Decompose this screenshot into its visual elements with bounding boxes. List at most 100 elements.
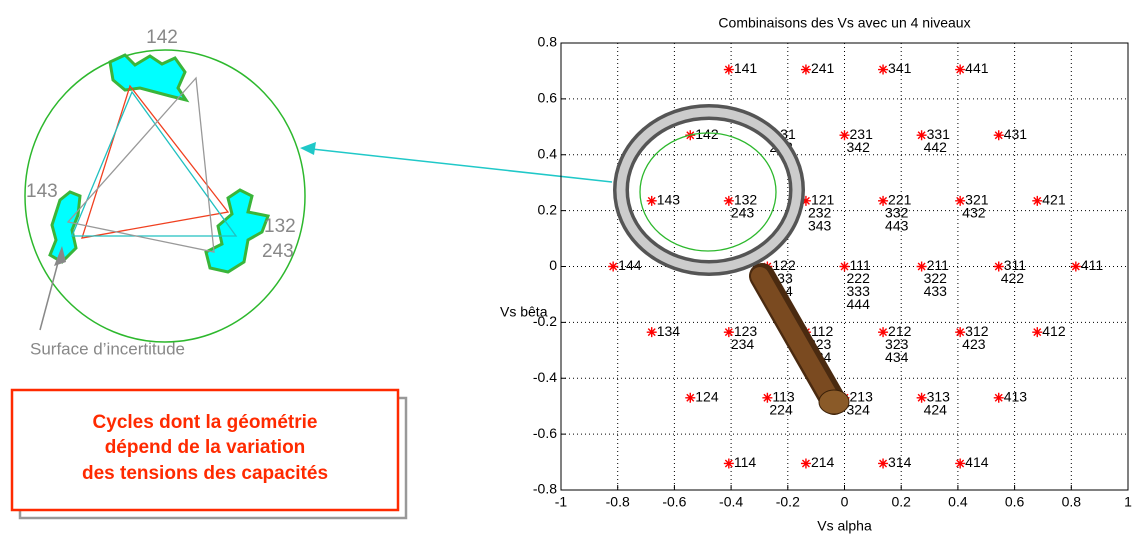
point-label: 411 bbox=[1081, 257, 1104, 273]
surface-label: Surface d’incertitude bbox=[30, 339, 185, 358]
point bbox=[723, 458, 734, 469]
point bbox=[1032, 195, 1043, 206]
point-label: 333 bbox=[847, 283, 871, 299]
x-tick-label: -0.8 bbox=[606, 494, 630, 510]
note-line: dépend de la variation bbox=[105, 437, 306, 458]
point-label: 134 bbox=[657, 323, 681, 339]
point-label: 332 bbox=[885, 205, 909, 221]
x-tick-label: 1 bbox=[1124, 494, 1132, 510]
point bbox=[878, 195, 889, 206]
point-label: 324 bbox=[847, 402, 871, 418]
point bbox=[762, 392, 773, 403]
point bbox=[800, 195, 811, 206]
point bbox=[723, 327, 734, 338]
point-label: 224 bbox=[769, 402, 793, 418]
point-label: 444 bbox=[847, 296, 871, 312]
uncertainty-area bbox=[204, 188, 271, 274]
note-box bbox=[10, 388, 400, 512]
plot-frame bbox=[560, 42, 1129, 491]
point bbox=[955, 327, 966, 338]
point-label: 331 bbox=[927, 126, 951, 142]
zoom-circle bbox=[639, 132, 777, 252]
point-label: 431 bbox=[1004, 126, 1028, 142]
cycle bbox=[71, 90, 238, 237]
y-tick-label: 0.8 bbox=[538, 34, 558, 50]
point bbox=[839, 261, 850, 272]
point-label: 421 bbox=[1042, 192, 1066, 208]
point bbox=[878, 327, 889, 338]
cycle bbox=[66, 76, 215, 253]
y-axis-label: Vs bêta bbox=[500, 304, 548, 320]
x-tick-label: -0.4 bbox=[719, 494, 743, 510]
vertex-label: 132 bbox=[264, 216, 296, 237]
point bbox=[993, 130, 1004, 141]
y-tick-label: 0.2 bbox=[538, 201, 558, 217]
point-label: 311 bbox=[1004, 257, 1027, 273]
point-label: 412 bbox=[1042, 323, 1066, 339]
point-label: 434 bbox=[885, 349, 909, 365]
handle-end bbox=[818, 389, 850, 415]
point-label: 113 bbox=[772, 389, 795, 405]
point-label: 121 bbox=[811, 192, 835, 208]
point bbox=[723, 64, 734, 75]
point bbox=[955, 64, 966, 75]
point-label: 243 bbox=[731, 205, 755, 221]
point-label: 211 bbox=[927, 257, 950, 273]
point-label: 322 bbox=[924, 270, 948, 286]
y-tick-label: 0.4 bbox=[538, 145, 558, 161]
point-label: 122 bbox=[772, 257, 796, 273]
handle bbox=[751, 267, 839, 407]
cycle bbox=[81, 84, 230, 239]
point-label: 232 bbox=[808, 205, 832, 221]
point-label: 423 bbox=[962, 336, 986, 352]
vertex-label: 142 bbox=[146, 27, 178, 48]
x-axis-label: Vs alpha bbox=[817, 518, 872, 534]
point-label: 213 bbox=[850, 389, 874, 405]
x-tick-label: -0.2 bbox=[776, 494, 800, 510]
y-tick-label: -0.4 bbox=[533, 369, 557, 385]
y-tick-label: 0.6 bbox=[538, 90, 558, 106]
point bbox=[955, 458, 966, 469]
lens-rim bbox=[616, 107, 802, 273]
point-label: 123 bbox=[734, 323, 758, 339]
point-label: 214 bbox=[811, 454, 835, 470]
point bbox=[916, 261, 927, 272]
point bbox=[723, 195, 734, 206]
zoom-circle bbox=[24, 49, 306, 343]
point-label: 124 bbox=[695, 389, 719, 405]
point-label: 114 bbox=[734, 454, 757, 470]
point bbox=[1070, 261, 1081, 272]
point-label: 442 bbox=[924, 139, 948, 155]
point-label: 312 bbox=[965, 323, 989, 339]
point bbox=[878, 64, 889, 75]
point-label: 314 bbox=[888, 454, 912, 470]
pointer bbox=[39, 254, 61, 331]
y-tick-label: -0.6 bbox=[533, 425, 557, 441]
plot: Combinaisons des Vs avec un 4 niveaux Vs … bbox=[500, 15, 1132, 534]
x-tick-label: 0.6 bbox=[1005, 494, 1025, 510]
point-label: 141 bbox=[734, 60, 758, 76]
point bbox=[646, 195, 657, 206]
point bbox=[608, 261, 619, 272]
point-label: 112 bbox=[811, 323, 834, 339]
note-line: des tensions des capacités bbox=[82, 463, 328, 484]
point-label: 413 bbox=[1004, 389, 1028, 405]
point bbox=[800, 64, 811, 75]
x-tick-label: -0.6 bbox=[662, 494, 686, 510]
point bbox=[800, 458, 811, 469]
x-tick-label: 0.4 bbox=[948, 494, 968, 510]
point bbox=[955, 195, 966, 206]
point-label: 234 bbox=[731, 336, 755, 352]
point-label: 142 bbox=[695, 126, 719, 142]
point bbox=[993, 392, 1004, 403]
point-label: 424 bbox=[924, 402, 948, 418]
point-label: 441 bbox=[965, 60, 989, 76]
point-label: 433 bbox=[924, 283, 948, 299]
y-tick-label: -0.2 bbox=[533, 313, 557, 329]
point-label: 321 bbox=[965, 192, 989, 208]
x-tick-label: 0.2 bbox=[891, 494, 911, 510]
point-label: 432 bbox=[962, 205, 986, 221]
vertex-label: 243 bbox=[262, 241, 294, 262]
point bbox=[878, 458, 889, 469]
